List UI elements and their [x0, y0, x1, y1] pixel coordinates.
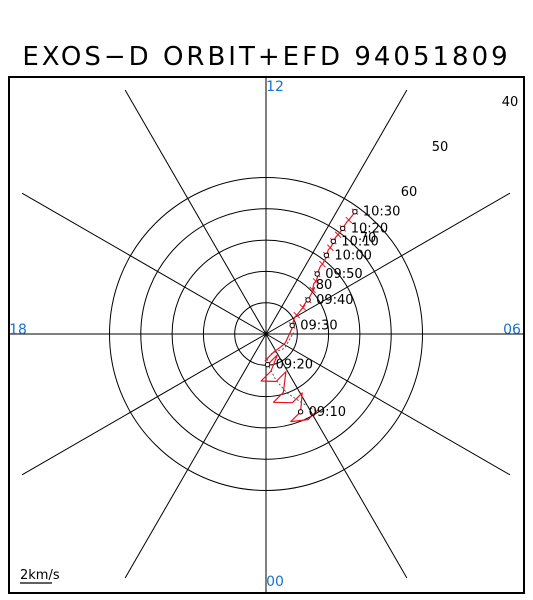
mlt-label: 12 — [266, 79, 284, 95]
time-mark — [352, 209, 358, 215]
plot-frame — [8, 76, 525, 594]
mlt-spoke — [124, 89, 267, 335]
trace-tick — [309, 286, 316, 294]
chart-title: EXOS−D ORBIT+EFD 94051809 — [22, 42, 511, 72]
time-mark — [297, 409, 304, 415]
trace-tick — [327, 244, 334, 252]
time-mark — [314, 271, 320, 277]
mlt-spoke — [265, 333, 511, 476]
mlt-label: 06 — [503, 322, 521, 338]
trace-tick — [299, 303, 307, 311]
mlt-spoke — [124, 333, 267, 579]
time-mark — [264, 361, 271, 368]
time-mark — [330, 238, 336, 245]
time-mark-label: 09:10 — [309, 405, 346, 420]
time-mark — [289, 322, 295, 329]
time-mark-label: 10:00 — [334, 248, 371, 263]
time-mark-label: 09:40 — [316, 293, 353, 308]
time-mark — [340, 225, 346, 232]
time-mark — [305, 297, 311, 303]
mlt-spoke — [265, 333, 408, 579]
latitude-label: 80 — [316, 278, 333, 293]
trace-tick — [334, 231, 342, 239]
latitude-label: 70 — [360, 231, 377, 246]
time-mark — [323, 252, 330, 259]
mlt-label: 00 — [266, 574, 284, 590]
mlt-label: 18 — [9, 322, 27, 338]
trace-tick — [319, 260, 326, 268]
trace-tick — [345, 216, 353, 224]
latitude-label: 40 — [502, 95, 519, 110]
time-mark-label: 10:20 — [351, 221, 388, 236]
scale-label: 2km/s — [20, 568, 60, 583]
trace-tick — [293, 311, 301, 319]
mlt-spoke — [21, 333, 267, 476]
latitude-label: 60 — [401, 185, 418, 200]
time-mark-label: 09:20 — [276, 358, 313, 373]
mlt-spoke — [265, 89, 408, 335]
trace-tick — [312, 277, 320, 285]
mlt-spoke — [21, 192, 267, 335]
latitude-label: 50 — [432, 140, 449, 155]
orbit-track — [266, 332, 317, 412]
time-mark-label: 09:50 — [325, 267, 362, 282]
time-mark-label: 09:30 — [300, 319, 337, 334]
mlt-spoke — [265, 192, 511, 335]
time-mark-label: 10:30 — [363, 205, 400, 220]
time-mark-label: 10:10 — [341, 234, 378, 249]
